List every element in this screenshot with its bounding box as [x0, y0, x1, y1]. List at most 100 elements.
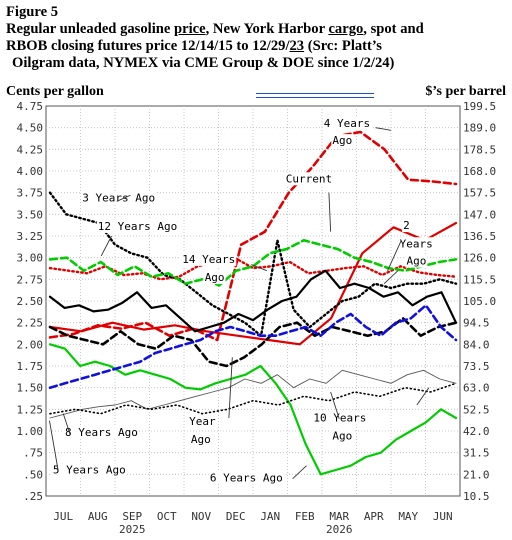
annotation-label: Year: [189, 415, 216, 428]
month-tick-label: MAY: [398, 510, 418, 523]
annotation-label: Ago: [407, 255, 427, 268]
left-tick-label: 3.50: [17, 208, 44, 221]
grid: [46, 106, 460, 496]
title-line-1-pre: Regular unleaded gasoline: [6, 21, 174, 37]
left-tick-label: 1.50: [17, 382, 44, 395]
right-tick-label: 63.0: [463, 382, 490, 395]
x-axis-ticks: JUL AUG SEP OCT NOV DEC JAN FEB MAR APR MAY JUN 2025…: [53, 510, 452, 536]
title-year: 23: [289, 38, 305, 54]
series-line-1: [48, 221, 458, 346]
annotation-pointer: [292, 465, 307, 479]
units-row: Cents per gallon $’s per barrel: [6, 84, 506, 100]
annotation-pointer: [375, 127, 392, 131]
annotation-bg: [181, 252, 237, 266]
right-tick-label: 84.0: [463, 338, 490, 351]
month-tick-label: JAN: [260, 510, 280, 523]
series-layer: [48, 130, 458, 476]
title-line-2: RBOB closing futures price 12/14/15 to 1…: [6, 38, 506, 55]
figure-label: Figure 5: [6, 4, 59, 20]
left-tick-label: .50: [23, 468, 43, 481]
annotation-label: Ago: [332, 134, 352, 147]
annotation-layer: 4 Years Ago 3 Years Ago 12 Years Ago 14 Year…: [51, 116, 434, 485]
left-tick-label: 4.50: [17, 122, 44, 135]
left-tick-label: .25: [23, 490, 43, 503]
annotation-pointer: [100, 235, 112, 257]
left-tick-label: 4.25: [17, 143, 44, 156]
left-tick-label: 3.25: [17, 230, 44, 243]
month-tick-label: NOV: [191, 510, 211, 523]
left-tick-label: 3.75: [17, 187, 44, 200]
annotation-bg: [322, 116, 372, 130]
annotation-pointer: [330, 391, 340, 420]
annotation-label: 6 Years Ago: [210, 471, 283, 484]
title-line-1-mid: , New York Harbor: [205, 21, 329, 37]
left-tick-label: .75: [23, 447, 43, 460]
right-tick-label: 199.5: [463, 100, 496, 113]
series-line-7: [48, 343, 458, 476]
month-tick-label: AUG: [88, 510, 108, 523]
series-line-5: [48, 191, 458, 337]
annotation-pointer: [328, 192, 332, 232]
annotation-bg: [51, 463, 127, 477]
series-line-3: [48, 269, 458, 333]
title-line-2-post: (Src: Platt’s: [304, 38, 382, 54]
title-line-3: Oilgram data, NYMEX via CME Group & DOE …: [12, 55, 395, 71]
annotation-label: 5 Years Ago: [53, 463, 126, 476]
annotation-pointers: [49, 127, 430, 479]
right-axis-units: $’s per barrel: [425, 84, 506, 99]
annotation-bg: [188, 414, 218, 428]
annotation-pointer: [49, 420, 59, 471]
series-line-9: [49, 369, 457, 419]
month-tick-label: JUN: [433, 510, 453, 523]
title-line-1: Regular unleaded gasoline price, New Yor…: [6, 21, 506, 38]
annotation-bg: [208, 471, 284, 485]
annotation-label: Ago: [205, 271, 225, 284]
annotation-bg: [331, 134, 354, 148]
right-tick-label: 189.0: [463, 122, 496, 135]
month-tick-label: SEP: [122, 510, 142, 523]
month-tick-label: DEC: [226, 510, 246, 523]
title-cargo-word: cargo: [328, 21, 364, 37]
series-line-2: [48, 256, 458, 281]
left-tick-label: 3.00: [17, 252, 44, 265]
right-tick-label: 178.5: [463, 143, 496, 156]
annotation-label: Years: [400, 237, 433, 250]
right-tick-label: 168.0: [463, 165, 496, 178]
right-tick-label: 31.5: [463, 447, 490, 460]
month-tick-label: OCT: [157, 510, 177, 523]
annotation-bg: [189, 433, 212, 447]
right-tick-label: 10.5: [463, 490, 490, 503]
year-label: 2026: [326, 523, 353, 536]
annotation-pointer: [383, 270, 399, 284]
series-line-8: [48, 303, 458, 390]
annotation-label: 10 Years: [313, 411, 366, 424]
title-line-2-pre: RBOB closing futures price 12/14/15 to 1…: [6, 38, 290, 54]
annotation-pointer: [416, 387, 430, 406]
right-tick-label: 52.5: [463, 403, 490, 416]
annotation-label: Ago: [191, 433, 211, 446]
left-tick-label: 2.25: [17, 317, 44, 330]
annotation-bg: [331, 429, 354, 443]
right-tick-label: 147.0: [463, 208, 496, 221]
right-axis-ticks: 199.5 189.0 178.5 168.0 157.5 147.0 136.5 126.0…: [463, 100, 496, 503]
month-tick-label: APR: [364, 510, 384, 523]
month-tick-label: JUL: [53, 510, 73, 523]
year-label: 2025: [119, 523, 146, 536]
annotation-bg: [203, 271, 226, 285]
month-tick-label: FEB: [295, 510, 315, 523]
annotation-pointer: [62, 413, 71, 435]
right-tick-label: 21.0: [463, 468, 490, 481]
left-tick-label: 4.75: [17, 100, 44, 113]
annotation-label: 12 Years Ago: [98, 220, 177, 233]
annotation-pointer: [251, 264, 267, 272]
double-underline-mark: [256, 93, 374, 98]
left-axis-ticks: 4.75 4.50 4.25 4.00 3.75 3.50 3.25 3.00 2.75 2.50…: [17, 100, 44, 503]
left-axis-units: Cents per gallon: [6, 84, 104, 99]
right-tick-label: 42.0: [463, 425, 490, 438]
left-tick-label: 2.00: [17, 338, 44, 351]
left-tick-label: 2.75: [17, 273, 44, 286]
annotation-pointer: [116, 194, 131, 202]
left-tick-label: 1.25: [17, 403, 44, 416]
right-tick-label: 136.5: [463, 230, 496, 243]
